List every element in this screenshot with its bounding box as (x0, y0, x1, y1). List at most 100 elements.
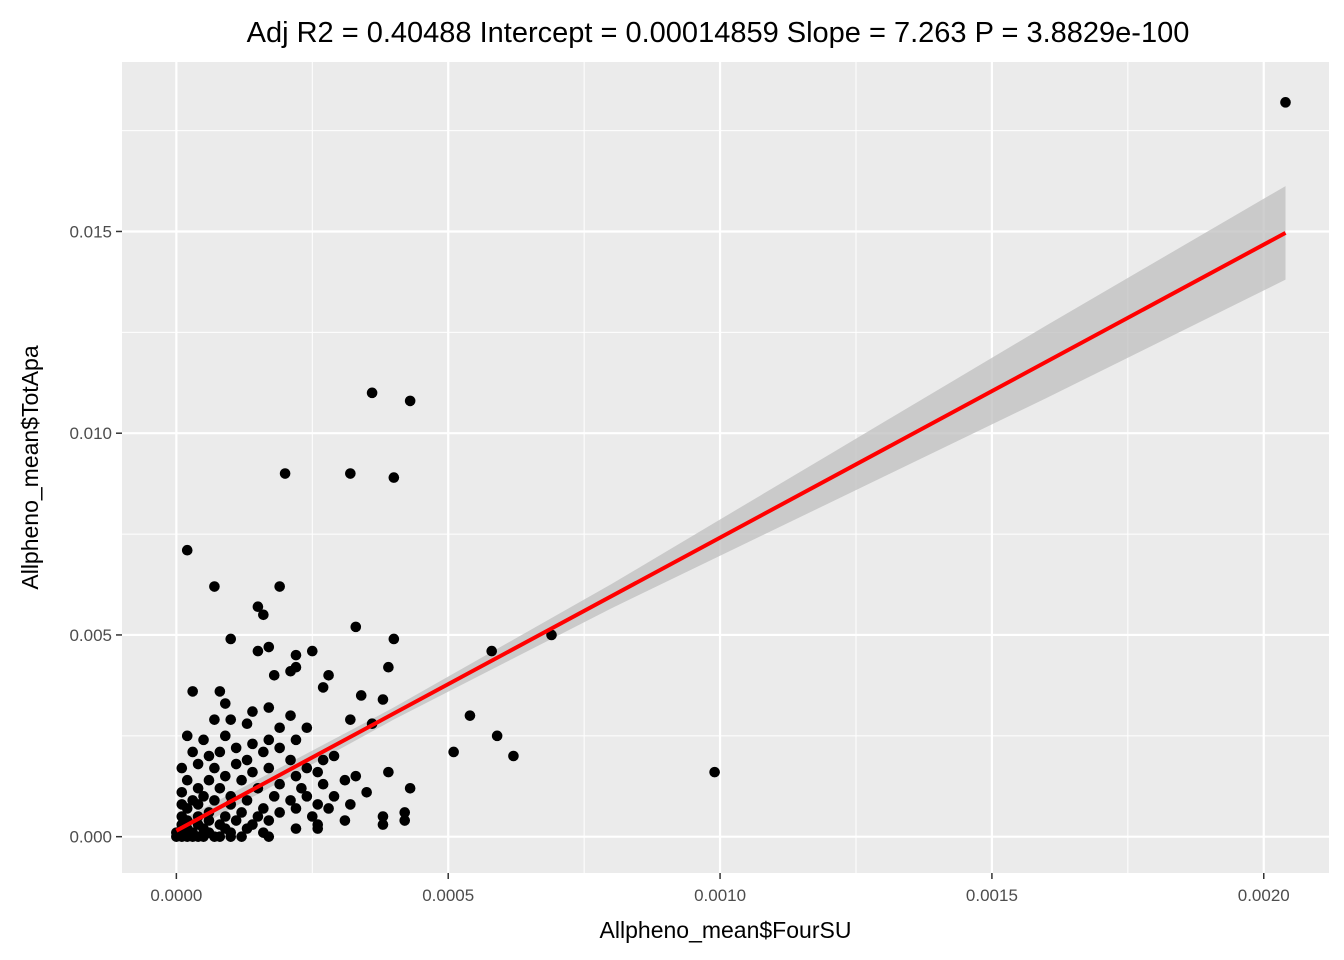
data-point (274, 742, 285, 754)
data-point (214, 782, 226, 794)
data-point (301, 722, 313, 734)
y-axis: 0.000 0.005 0.010 0.015 (69, 222, 122, 847)
data-point (214, 686, 226, 697)
data-point (187, 831, 198, 842)
data-point (290, 803, 302, 814)
data-point (236, 774, 247, 786)
data-point (448, 746, 459, 758)
data-point (399, 815, 411, 826)
data-point (241, 718, 253, 730)
data-point (301, 791, 313, 802)
data-point (176, 831, 188, 842)
data-point (181, 774, 193, 786)
data-point (263, 831, 275, 842)
plot-panel (122, 62, 1329, 873)
data-point (312, 799, 324, 810)
data-point (209, 714, 220, 725)
regression-line (175, 231, 1287, 833)
data-point (274, 722, 285, 734)
data-point (546, 629, 557, 641)
data-point (290, 770, 302, 782)
data-point (252, 601, 264, 613)
data-point (491, 730, 503, 742)
data-point (361, 787, 372, 798)
data-point (317, 778, 329, 790)
data-point (366, 387, 378, 399)
data-point (241, 795, 253, 806)
data-point (203, 815, 215, 826)
data-point (377, 694, 389, 705)
data-point (214, 746, 226, 758)
data-point (306, 811, 318, 822)
x-axis: 0.0000 0.0005 0.0010 0.0015 0.0020 (150, 873, 1290, 905)
data-point (176, 787, 188, 798)
data-point (285, 710, 296, 721)
x-tick-label: 0.0010 (694, 886, 746, 905)
data-point (230, 758, 242, 770)
data-point (323, 803, 334, 814)
data-point (404, 395, 416, 407)
confidence-band (176, 186, 1286, 839)
data-point (230, 742, 242, 754)
data-point (198, 791, 209, 802)
data-point (192, 782, 204, 794)
data-point (290, 734, 302, 746)
data-point (263, 734, 275, 746)
y-tick-label: 0.010 (69, 424, 112, 443)
y-tick-label: 0.015 (69, 222, 112, 241)
data-point (377, 811, 389, 822)
data-point (263, 815, 275, 826)
data-point (247, 738, 258, 750)
data-point (290, 823, 302, 834)
chart-title: Adj R2 = 0.40488 Intercept = 0.00014859 … (247, 17, 1190, 49)
data-point (241, 823, 253, 834)
data-point (328, 791, 340, 802)
data-point (339, 774, 351, 786)
data-point (274, 807, 285, 818)
data-point (181, 544, 193, 556)
data-point (203, 750, 215, 762)
y-axis-title: Allpheno_mean$TotApa (17, 345, 43, 589)
data-point (404, 782, 416, 794)
data-point (209, 762, 220, 774)
data-point (383, 661, 394, 673)
data-point (301, 762, 313, 774)
data-point (486, 645, 498, 657)
data-point (263, 641, 275, 653)
data-point (220, 770, 231, 782)
data-point (252, 811, 264, 822)
data-point (187, 686, 198, 697)
data-point (247, 706, 258, 717)
data-point (236, 807, 247, 818)
data-point (198, 734, 209, 746)
x-tick-label: 0.0000 (150, 886, 202, 905)
data-point (274, 581, 285, 592)
data-point (198, 831, 209, 842)
data-point (209, 581, 220, 592)
data-point (192, 758, 204, 770)
data-point (383, 766, 394, 778)
data-point (350, 770, 362, 782)
data-point (285, 754, 296, 766)
data-point (236, 831, 247, 842)
data-point (220, 811, 231, 822)
data-point (203, 774, 215, 786)
data-point (290, 649, 302, 661)
data-point (345, 714, 356, 725)
data-point (296, 782, 307, 794)
data-point (345, 468, 356, 479)
data-point (312, 766, 324, 778)
data-point (209, 795, 220, 806)
data-point (388, 472, 400, 483)
data-point (225, 714, 237, 725)
x-tick-label: 0.0020 (1238, 886, 1290, 905)
data-point (312, 823, 324, 834)
data-point (258, 803, 269, 814)
x-tick-label: 0.0015 (966, 886, 1018, 905)
data-point (258, 609, 269, 621)
data-point (274, 778, 285, 790)
y-tick-label: 0.000 (69, 828, 112, 847)
data-point (268, 669, 280, 681)
y-tick-label: 0.005 (69, 626, 112, 645)
data-point (464, 710, 476, 721)
